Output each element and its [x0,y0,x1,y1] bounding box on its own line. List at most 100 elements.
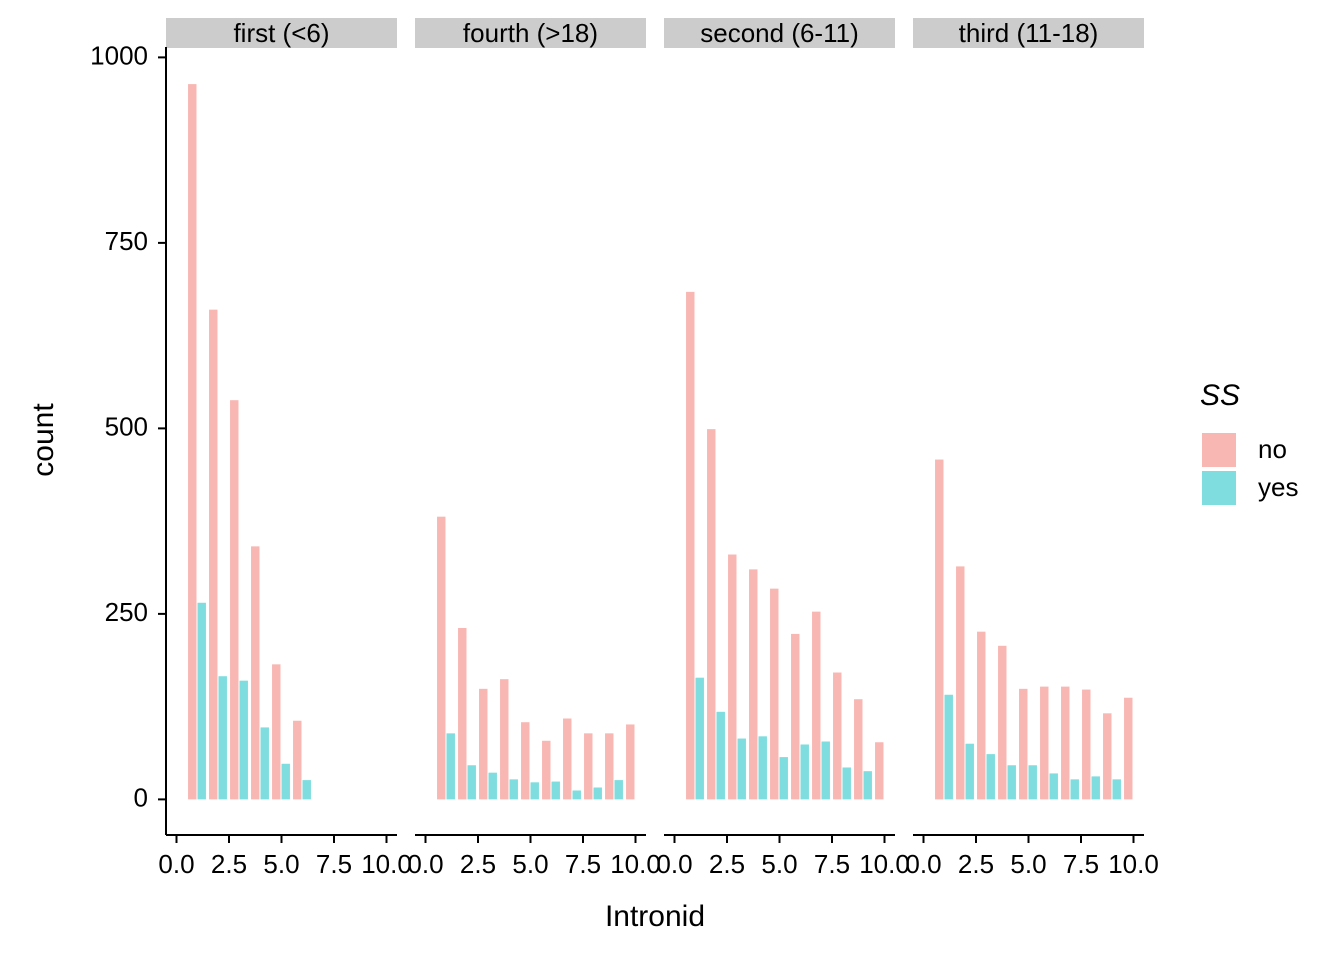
x-tick-label: 10.0 [361,849,412,879]
facet-title: third (11-18) [959,18,1099,48]
legend-key [1202,433,1236,467]
x-tick-label: 2.5 [958,849,994,879]
bar [791,633,800,800]
bar [707,429,716,800]
bar [188,84,197,800]
bar [239,680,248,800]
facet-strip [664,18,895,48]
bar [821,741,830,800]
x-tick-label: 5.0 [1010,849,1046,879]
x-tick-label: 0.0 [158,849,194,879]
x-tick-label: 2.5 [460,849,496,879]
bar [737,738,746,800]
bar [998,645,1007,800]
x-tick-label: 10.0 [610,849,661,879]
bar [593,787,602,800]
bar [1070,779,1079,800]
bar [260,727,269,800]
facet-strip [166,18,397,48]
bar [293,720,302,800]
bar [467,765,476,800]
x-tick-label: 5.0 [512,849,548,879]
bar [800,744,809,800]
bar [197,602,206,800]
bar [209,309,218,800]
y-tick-label: 0 [134,782,148,812]
legend-key [1202,471,1236,505]
x-axis-label: Intronid [605,900,705,933]
x-tick-label: 10.0 [859,849,910,879]
bar [1103,713,1112,800]
bar [218,676,227,800]
bar [1124,697,1133,800]
y-tick-label: 750 [105,226,148,256]
bar [509,779,518,800]
facet-title: fourth (>18) [463,18,598,48]
bar [842,767,851,800]
x-tick-label: 7.5 [814,849,850,879]
bar [437,516,446,800]
bar [572,790,581,800]
bar [695,677,704,800]
y-tick-label: 1000 [90,40,148,70]
bar [584,733,593,800]
legend-label: yes [1258,472,1298,502]
bar [563,718,572,800]
bar [863,771,872,800]
bar [1028,765,1037,800]
x-tick-label: 7.5 [1063,849,1099,879]
legend-title: SS [1200,379,1240,412]
bar [458,627,467,800]
bar [1112,779,1121,800]
bar [614,780,623,800]
x-tick-label: 2.5 [211,849,247,879]
x-tick-label: 10.0 [1108,849,1159,879]
bar [812,611,821,800]
bar [833,672,842,800]
bar [521,722,530,800]
y-tick-label: 250 [105,597,148,627]
facet-title: second (6-11) [700,18,859,48]
bar [716,711,725,800]
bar [854,699,863,800]
bar [728,554,737,800]
bar [626,724,635,800]
bar [749,569,758,800]
bar [1007,765,1016,800]
bar [986,754,995,800]
bar [272,664,281,800]
x-tick-label: 0.0 [407,849,443,879]
bar [251,546,260,800]
bar [500,679,509,800]
x-tick-label: 7.5 [565,849,601,879]
x-tick-label: 0.0 [905,849,941,879]
bar [956,566,965,800]
bar [944,694,953,800]
x-tick-label: 5.0 [761,849,797,879]
x-tick-label: 5.0 [263,849,299,879]
facet-strip [913,18,1144,48]
x-tick-label: 2.5 [709,849,745,879]
bar [935,459,944,800]
bar [965,743,974,800]
bar [1040,686,1049,800]
bar [302,780,311,800]
y-tick-label: 500 [105,411,148,441]
bar [875,742,884,800]
bar [977,631,986,800]
bar [281,763,290,800]
facet-strip [415,18,646,48]
bar [686,291,695,800]
bar [479,688,488,800]
bar [551,781,560,800]
legend-label: no [1258,434,1287,464]
bar [1082,689,1091,800]
bar [1049,773,1058,800]
bar [1091,776,1100,800]
bar [605,733,614,800]
bar [1061,686,1070,800]
x-tick-label: 0.0 [656,849,692,879]
bar [779,757,788,800]
